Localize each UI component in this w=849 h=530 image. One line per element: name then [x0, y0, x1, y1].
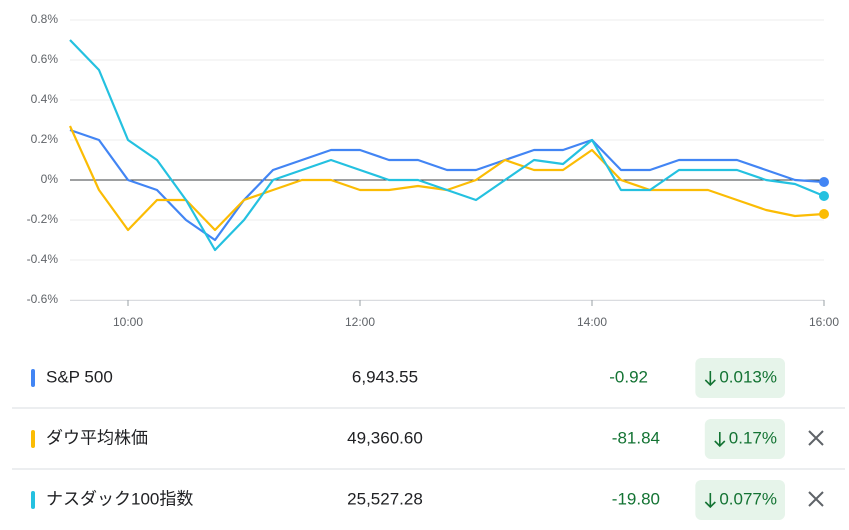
index-name[interactable]: ナスダック100指数 — [46, 489, 193, 508]
color-bar — [31, 430, 35, 448]
change: -0.92 — [609, 367, 648, 386]
end-dot — [819, 191, 829, 201]
chip-content: 0.17% — [714, 428, 777, 448]
chip-content: 0.013% — [704, 367, 777, 387]
series-line — [69, 128, 825, 242]
y-tick-label: 0.2% — [31, 132, 59, 146]
change-chip — [695, 480, 785, 520]
end-dot — [819, 209, 829, 219]
change-chip — [704, 419, 785, 459]
x-tick-label: 16:00 — [809, 315, 839, 329]
index-name[interactable]: S&P 500 — [46, 367, 113, 386]
index-name[interactable]: ダウ平均株価 — [46, 428, 148, 447]
y-tick-label: -0.6% — [27, 292, 59, 306]
color-bar — [31, 369, 35, 387]
change: -19.80 — [612, 489, 660, 508]
change-pct: 0.013% — [719, 367, 777, 386]
price: 49,360.60 — [347, 428, 423, 447]
down-arrow — [704, 371, 716, 387]
y-tick-label: 0.6% — [31, 52, 59, 66]
remove-icon[interactable] — [808, 491, 824, 507]
chip-content: 0.077% — [704, 489, 777, 509]
change-pct: 0.17% — [729, 428, 777, 447]
end-dot — [819, 177, 829, 187]
price: 25,527.28 — [347, 489, 423, 508]
remove-button[interactable] — [808, 491, 824, 507]
series-line — [68, 125, 825, 232]
remove-icon[interactable] — [808, 430, 824, 446]
change-pct: 0.077% — [719, 489, 777, 508]
y-tick-label: 0.4% — [31, 92, 59, 106]
color-bar — [31, 491, 35, 509]
x-tick-label: 12:00 — [345, 315, 375, 329]
x-tick-label: 10:00 — [113, 315, 143, 329]
change: -81.84 — [612, 428, 660, 447]
y-tick-label: 0% — [41, 172, 59, 186]
x-tick-label: 14:00 — [577, 315, 607, 329]
down-arrow — [704, 493, 716, 509]
series-line — [69, 39, 825, 252]
down-arrow — [714, 432, 726, 448]
y-tick-label: -0.2% — [27, 212, 59, 226]
remove-button[interactable] — [808, 430, 824, 446]
y-tick-label: 0.8% — [31, 12, 59, 26]
price: 6,943.55 — [352, 367, 418, 386]
change-chip — [695, 358, 785, 398]
y-tick-label: -0.4% — [27, 252, 59, 266]
